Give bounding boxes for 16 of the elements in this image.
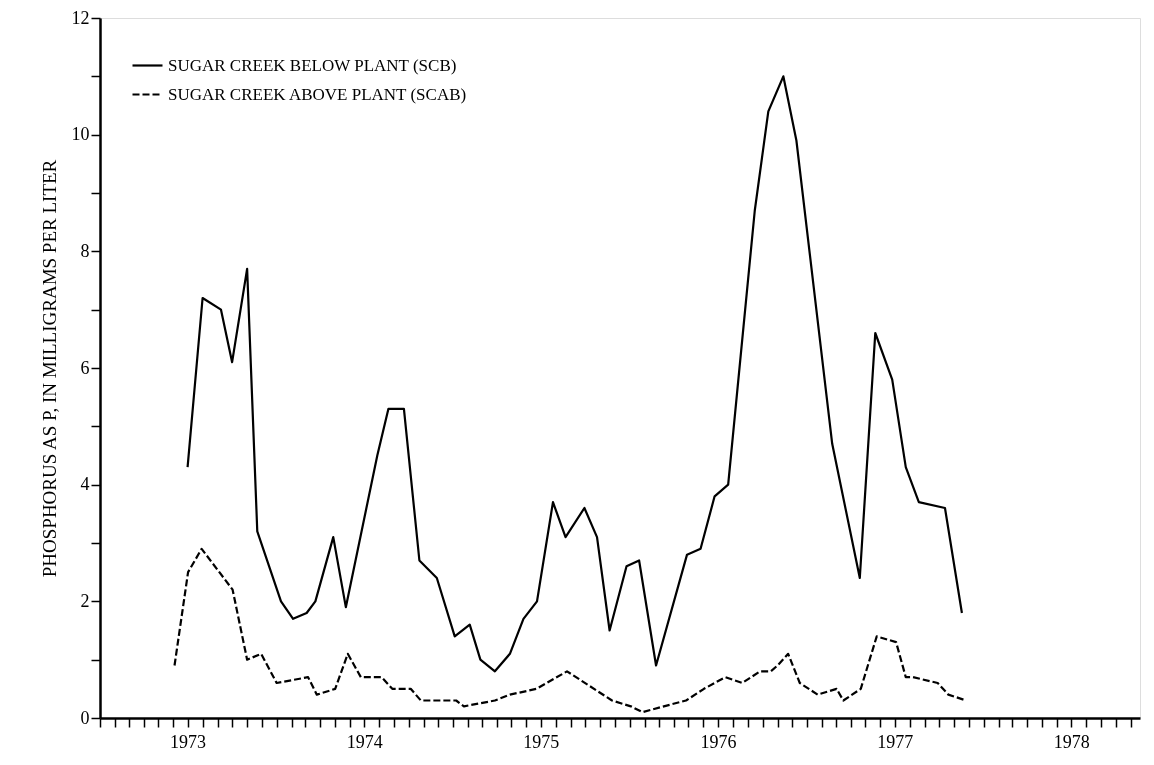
x-tick-label: 1974 [346, 731, 383, 752]
x-tick-label: 1973 [170, 731, 207, 752]
x-tick-label: 1975 [523, 731, 560, 752]
y-tick-label: 4 [80, 474, 90, 495]
legend-label: SUGAR CREEK BELOW PLANT (SCB) [168, 55, 457, 75]
x-tick-label: 1976 [700, 731, 737, 752]
x-tick-label: 1977 [877, 731, 914, 752]
y-axis-title: PHOSPHORUS AS P, IN MILLIGRAMS PER LITER [38, 159, 60, 578]
y-tick-label: 10 [71, 124, 90, 145]
y-tick-label: 6 [80, 357, 90, 378]
y-tick-label: 8 [80, 240, 90, 261]
y-tick-label: 12 [71, 7, 90, 28]
y-tick-label: 0 [80, 707, 90, 728]
y-tick-label: 2 [80, 590, 90, 611]
legend-label: SUGAR CREEK ABOVE PLANT (SCAB) [168, 84, 467, 104]
x-tick-label: 1978 [1053, 731, 1090, 752]
